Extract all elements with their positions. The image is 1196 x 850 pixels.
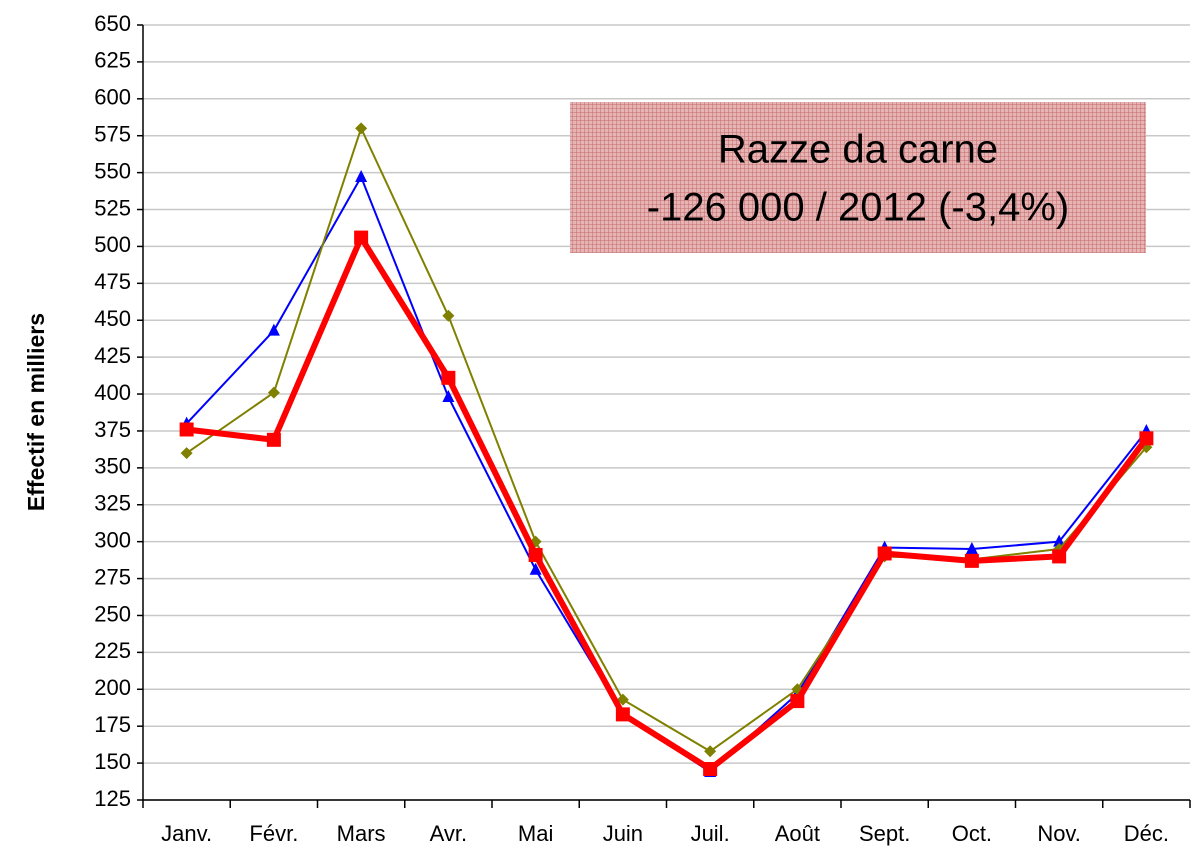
point — [965, 542, 978, 555]
point — [442, 390, 455, 402]
point — [1052, 549, 1067, 564]
point — [441, 370, 456, 385]
point — [266, 432, 281, 447]
y-tick-label: 150 — [94, 749, 131, 774]
y-tick-label: 600 — [94, 85, 131, 110]
y-tick-label: 550 — [94, 158, 131, 183]
y-tick-label: 200 — [94, 675, 131, 700]
y-tick-label: 175 — [94, 712, 131, 737]
point — [355, 122, 368, 135]
point — [355, 170, 368, 183]
point — [704, 745, 717, 758]
x-tick-label: Août — [775, 821, 820, 846]
point — [528, 547, 543, 562]
y-tick-label: 125 — [94, 786, 131, 811]
y-tick-label: 225 — [94, 638, 131, 663]
y-axis-label: Effectif en milliers — [23, 313, 49, 511]
x-tick-label: Sept. — [859, 821, 910, 846]
point — [180, 447, 193, 460]
point — [179, 422, 194, 437]
point — [1053, 534, 1066, 547]
x-tick-label: Mai — [518, 821, 553, 846]
x-tick-label: Oct. — [952, 821, 992, 846]
y-tick-label: 300 — [94, 527, 131, 552]
y-tick-label: 500 — [94, 232, 131, 257]
point — [354, 230, 369, 245]
x-tick-label: Févr. — [249, 821, 298, 846]
point — [267, 323, 280, 336]
y-tick-label: 275 — [94, 564, 131, 589]
point — [615, 707, 630, 722]
point — [442, 309, 455, 322]
x-tick-label: Déc. — [1124, 821, 1169, 846]
y-tick-label: 450 — [94, 306, 131, 331]
series-line — [185, 176, 1148, 773]
y-tick-label: 350 — [94, 454, 131, 479]
annotation: Razze da carne — [718, 128, 998, 172]
x-tick-label: Juil. — [691, 821, 730, 846]
y-tick-label: 400 — [94, 380, 131, 405]
point — [529, 562, 542, 575]
point — [267, 386, 280, 399]
y-tick-label: 525 — [94, 195, 131, 220]
point — [790, 694, 805, 709]
x-tick-label: Janv. — [161, 821, 212, 846]
y-tick-label: 375 — [94, 417, 131, 442]
point — [877, 546, 892, 561]
x-tick-label: Mars — [337, 821, 386, 846]
annotation: -126 000 / 2012 (-3,4%) — [647, 186, 1069, 230]
point — [964, 553, 979, 568]
annotation-box — [570, 102, 1146, 253]
point — [703, 762, 718, 776]
point — [1139, 431, 1154, 446]
y-tick-label: 575 — [94, 122, 131, 147]
y-tick-label: 425 — [94, 343, 131, 368]
y-tick-label: 475 — [94, 269, 131, 294]
x-tick-label: Avr. — [430, 821, 468, 846]
y-tick-label: 325 — [94, 491, 131, 516]
series-line — [186, 234, 1149, 772]
y-tick-label: 650 — [94, 11, 131, 36]
x-tick-label: Nov. — [1037, 821, 1081, 846]
point — [616, 693, 629, 706]
y-tick-label: 625 — [94, 48, 131, 73]
x-tick-label: Juin — [603, 821, 643, 846]
y-tick-label: 250 — [94, 601, 131, 626]
